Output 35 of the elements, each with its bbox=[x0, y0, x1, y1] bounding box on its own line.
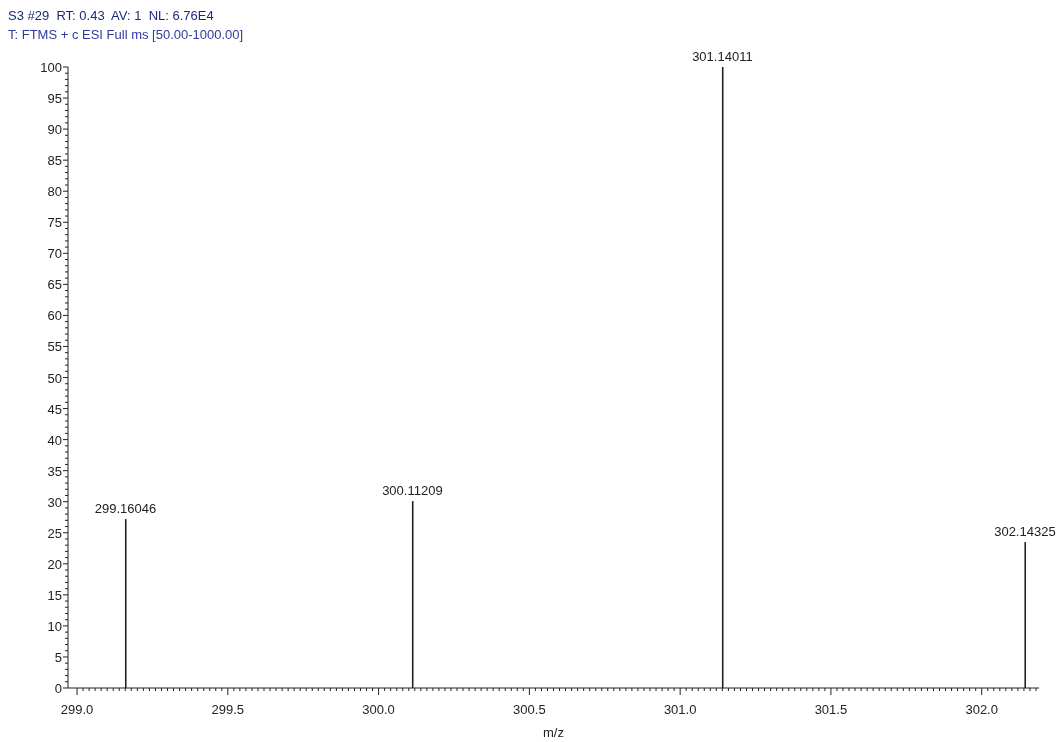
y-tick-label: 5 bbox=[54, 649, 62, 665]
y-tick-label: 45 bbox=[47, 401, 62, 417]
x-tick-label: 301.0 bbox=[663, 701, 697, 717]
chart-subtitle: T: FTMS + c ESI Full ms [50.00-1000.00] bbox=[8, 27, 244, 43]
y-tick-label: 15 bbox=[47, 587, 62, 603]
y-tick-label: 70 bbox=[47, 245, 62, 261]
y-tick-label: 60 bbox=[47, 307, 62, 323]
y-tick-label: 50 bbox=[47, 370, 62, 385]
annotation: 300.11209 bbox=[382, 483, 443, 499]
x-tick-label: 300.5 bbox=[513, 701, 546, 717]
y-tick-label: 55 bbox=[47, 338, 62, 354]
annotation: 299.16046 bbox=[94, 501, 157, 517]
y-tick-label: 65 bbox=[47, 276, 62, 292]
y-tick-label: 30 bbox=[47, 494, 62, 510]
y-tick-label: 0 bbox=[54, 680, 62, 696]
y-tick-label: 95 bbox=[47, 90, 62, 106]
x-tick-label: 302.0 bbox=[965, 701, 998, 717]
y-tick-label: 85 bbox=[47, 152, 62, 168]
y-tick-label: 80 bbox=[47, 183, 62, 199]
y-tick-label: 100 bbox=[40, 59, 62, 75]
y-tick-label: 10 bbox=[47, 618, 62, 634]
y-tick-label: 35 bbox=[47, 463, 62, 479]
y-tick-label: 40 bbox=[47, 432, 62, 448]
x-axis-title: m/z bbox=[543, 725, 564, 740]
x-tick-label: 299.0 bbox=[60, 701, 94, 717]
annotation: 301.14011 bbox=[692, 49, 753, 64]
x-tick-label: 300.0 bbox=[362, 701, 395, 717]
annotation: 302.14325 bbox=[994, 524, 1056, 540]
x-tick-label: 301.5 bbox=[814, 701, 848, 717]
y-tick-label: 75 bbox=[47, 214, 62, 230]
y-tick-label: 90 bbox=[47, 121, 62, 137]
y-tick-label: 20 bbox=[47, 556, 62, 572]
x-tick-label: 299.5 bbox=[211, 701, 245, 717]
y-tick-label: 25 bbox=[47, 525, 62, 541]
chart-title: S3 #29 RT: 0.43 AV: 1 NL: 6.76E4 bbox=[8, 8, 214, 24]
